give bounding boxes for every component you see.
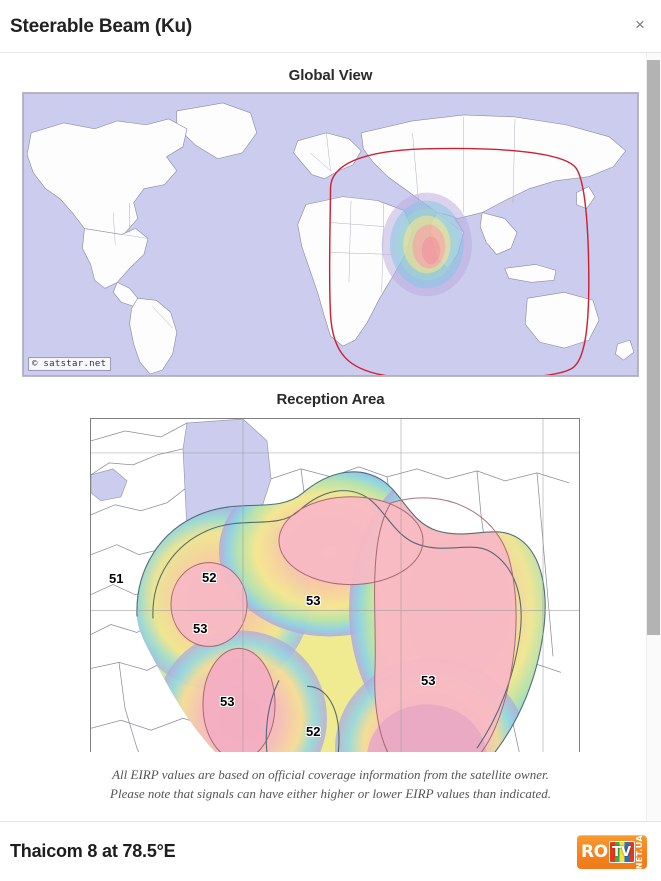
eirp-disclaimer: All EIRP values are based on official co… — [0, 757, 661, 821]
modal-footer: Thaicom 8 at 78.5°E RO TV NET.UA — [0, 821, 661, 881]
logo-netua-text: NET.UA — [635, 835, 644, 869]
contour-label-52-north: 52 — [202, 570, 217, 585]
contour-label-52-south: 52 — [306, 724, 321, 739]
reception-area-container: 40°N 30°N 51 52 53 53 53 52 53 — [0, 418, 661, 752]
satellite-title: Thaicom 8 at 78.5°E — [10, 841, 176, 861]
modal-body: Global View — [0, 53, 661, 821]
reception-area-heading: Reception Area — [276, 391, 385, 408]
contour-label-51: 51 — [109, 571, 124, 586]
vertical-scrollbar-track[interactable] — [646, 53, 661, 821]
close-icon[interactable]: × — [629, 13, 651, 35]
contour-label-53-east: 53 — [421, 673, 436, 688]
modal-header: Steerable Beam (Ku) × — [0, 0, 661, 53]
rotv-logo[interactable]: RO TV NET.UA — [577, 835, 647, 869]
map-watermark: © satstar.net — [28, 357, 112, 371]
global-view-heading: Global View — [288, 67, 373, 84]
reception-map-svg — [91, 419, 579, 752]
logo-ro-text: RO — [581, 841, 608, 862]
page-title: Steerable Beam (Ku) — [10, 15, 193, 37]
disclaimer-line-2: Please note that signals can have either… — [110, 786, 551, 801]
global-map-svg — [23, 93, 638, 376]
logo-tv-badge: TV — [608, 841, 635, 863]
reception-area-map[interactable] — [90, 418, 580, 752]
contour-label-53-north: 53 — [306, 593, 321, 608]
logo-tv-text: TV — [612, 844, 632, 860]
disclaimer-line-1: All EIRP values are based on official co… — [112, 767, 549, 782]
contour-label-53-southwest: 53 — [220, 694, 235, 709]
contour-label-53-west: 53 — [193, 621, 208, 636]
global-view-map[interactable]: © satstar.net — [22, 92, 639, 377]
logo-netua-wrap: NET.UA — [635, 835, 644, 869]
vertical-scrollbar-thumb[interactable] — [647, 60, 660, 635]
